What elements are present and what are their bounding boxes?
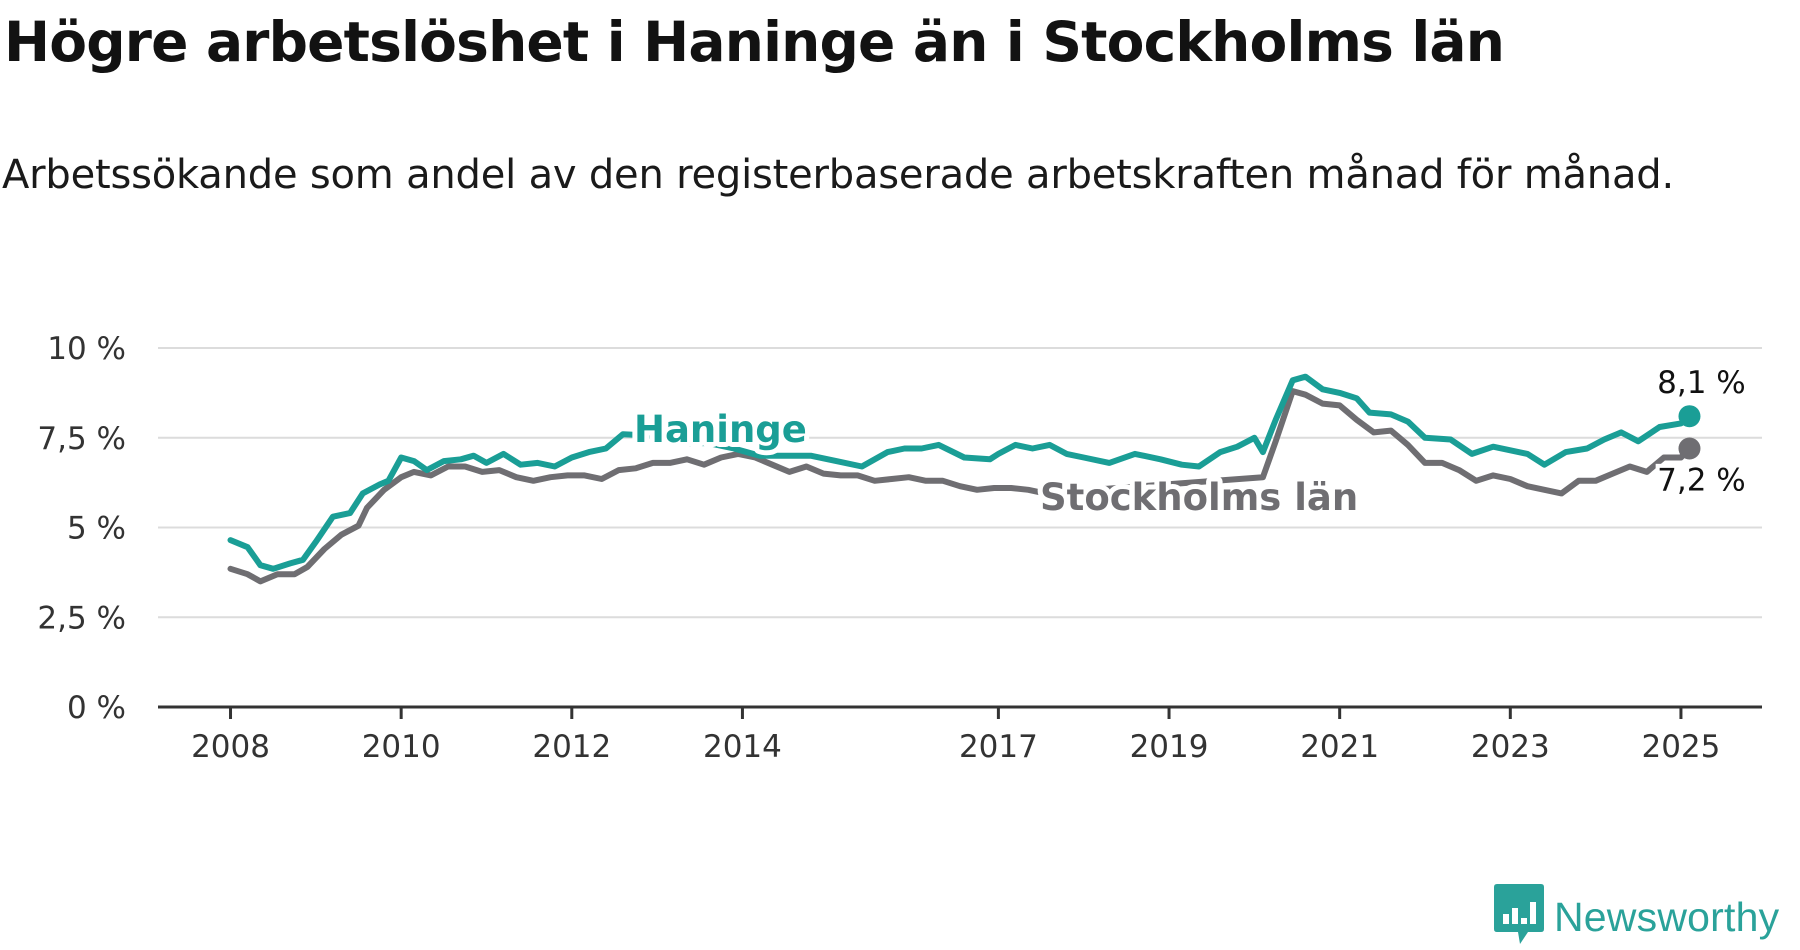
x-tick-label: 2012 [532,729,611,765]
gridlines [158,347,1762,709]
end-label-haninge: 8,1 % [1657,365,1746,401]
x-axis-ticks: 2008 2010 2012 2014 2017 2019 2021 2023 2025 [191,707,1720,765]
y-tick-label: 2,5 % [37,600,126,636]
series-line-haninge [227,373,1693,572]
x-tick-label: 2019 [1130,729,1209,765]
y-tick-label: 0 % [67,690,126,726]
end-marker-haninge [1678,405,1701,428]
series-labels: Haninge Stockholms län 8,1 % 7,2 % [629,361,1750,524]
newsworthy-logo-icon [1494,884,1544,950]
x-tick-label: 2010 [362,729,441,765]
y-tick-label: 7,5 % [37,421,126,457]
chart-subtitle: Arbetssökande som andel av den registerb… [2,152,1674,198]
series-label-haninge: Haninge [634,408,807,451]
end-label-stockholms-lan: 7,2 % [1657,463,1746,499]
y-tick-label: 5 % [67,511,126,547]
x-tick-label: 2008 [191,729,270,765]
y-axis-ticks: 0 % 2,5 % 5 % 7,5 % 10 % [37,331,126,726]
chart-title: Högre arbetslöshet i Haninge än i Stockh… [4,10,1505,74]
y-tick-label: 10 % [47,331,126,367]
series-label-stockholms-lan: Stockholms län [1040,476,1358,519]
x-tick-label: 2021 [1300,729,1379,765]
x-tick-label: 2023 [1471,729,1550,765]
end-marker-stockholms-lan [1678,437,1701,460]
brand-logo: Newsworthy [1494,884,1780,950]
series-lines [227,373,1693,585]
brand-name: Newsworthy [1554,893,1780,940]
series-line-stockholms-lan [227,388,1693,585]
x-tick-label: 2025 [1641,729,1720,765]
x-tick-label: 2014 [703,729,782,765]
x-tick-label: 2017 [959,729,1038,765]
